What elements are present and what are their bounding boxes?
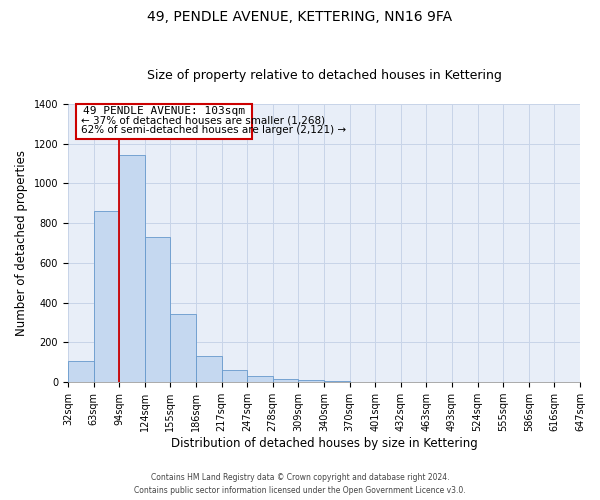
Bar <box>68 361 94 382</box>
Bar <box>247 376 273 382</box>
Title: Size of property relative to detached houses in Kettering: Size of property relative to detached ho… <box>146 69 502 82</box>
Bar <box>170 314 196 382</box>
Text: 62% of semi-detached houses are larger (2,121) →: 62% of semi-detached houses are larger (… <box>81 125 346 135</box>
Text: Contains HM Land Registry data © Crown copyright and database right 2024.
Contai: Contains HM Land Registry data © Crown c… <box>134 473 466 495</box>
Text: ← 37% of detached houses are smaller (1,268): ← 37% of detached houses are smaller (1,… <box>81 116 325 126</box>
Bar <box>273 378 298 382</box>
Bar <box>119 155 145 382</box>
Y-axis label: Number of detached properties: Number of detached properties <box>15 150 28 336</box>
Bar <box>145 237 170 382</box>
Text: 49 PENDLE AVENUE: 103sqm: 49 PENDLE AVENUE: 103sqm <box>83 106 245 116</box>
Bar <box>324 381 350 382</box>
Bar <box>94 210 119 382</box>
Bar <box>196 356 221 382</box>
Text: 49, PENDLE AVENUE, KETTERING, NN16 9FA: 49, PENDLE AVENUE, KETTERING, NN16 9FA <box>148 10 452 24</box>
FancyBboxPatch shape <box>76 104 252 139</box>
X-axis label: Distribution of detached houses by size in Kettering: Distribution of detached houses by size … <box>170 437 478 450</box>
Bar <box>221 370 247 382</box>
Bar <box>298 380 324 382</box>
